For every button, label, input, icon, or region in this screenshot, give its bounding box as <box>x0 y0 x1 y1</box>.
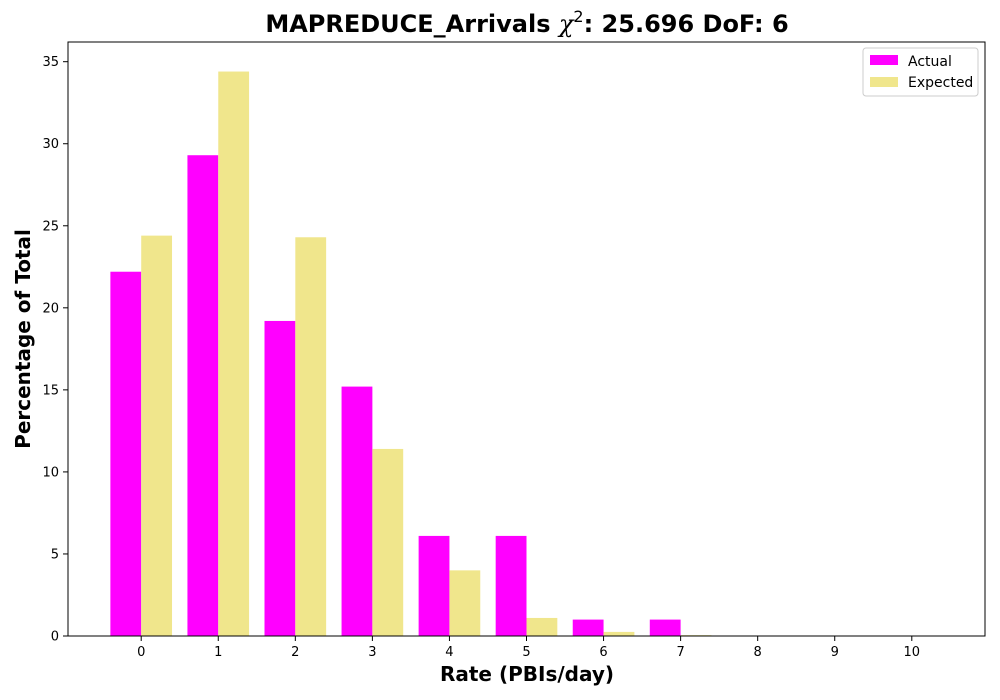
bar-expected-2 <box>295 237 327 636</box>
x-axis-label: Rate (PBIs/day) <box>440 662 614 686</box>
bar-actual-3 <box>341 386 373 636</box>
legend-swatch-expected <box>870 77 898 87</box>
legend-label-expected: Expected <box>908 75 973 91</box>
bars-layer <box>110 71 712 637</box>
legend-label-actual: Actual <box>908 54 952 70</box>
y-tick-label: 5 <box>51 547 59 562</box>
x-tick-label: 4 <box>445 645 453 660</box>
x-axis: 0 1 2 3 4 5 6 7 8 9 10 <box>137 636 920 660</box>
bar-actual-1 <box>187 155 219 636</box>
bar-expected-0 <box>141 235 173 636</box>
bar-expected-1 <box>218 71 250 637</box>
bar-actual-5 <box>495 535 527 636</box>
x-tick-label: 10 <box>904 645 921 660</box>
bar-actual-4 <box>418 535 450 636</box>
y-tick-label: 10 <box>42 465 59 480</box>
y-tick-label: 15 <box>42 383 59 398</box>
bar-actual-6 <box>572 619 604 636</box>
bar-expected-4 <box>449 570 481 636</box>
chart-title-prefix: MAPREDUCE_Arrivals <box>265 10 559 38</box>
chart-title-chi: χ <box>557 10 575 38</box>
y-tick-label: 30 <box>42 137 59 152</box>
x-tick-label: 7 <box>676 645 684 660</box>
y-tick-label: 20 <box>42 301 59 316</box>
x-tick-label: 9 <box>831 645 839 660</box>
y-tick-label: 0 <box>51 630 59 645</box>
y-axis: 0 5 10 15 20 25 30 35 <box>42 55 68 645</box>
chart-title-suffix: : 25.696 DoF: 6 <box>584 10 789 38</box>
x-tick-label: 5 <box>522 645 530 660</box>
x-tick-label: 0 <box>137 645 145 660</box>
y-tick-label: 25 <box>42 219 59 234</box>
bar-expected-6 <box>603 631 635 636</box>
x-tick-label: 2 <box>291 645 299 660</box>
y-axis-label: Percentage of Total <box>11 229 35 449</box>
bar-expected-5 <box>526 617 558 636</box>
x-tick-label: 8 <box>754 645 762 660</box>
bar-actual-2 <box>264 320 296 636</box>
legend: Actual Expected <box>862 47 979 97</box>
x-tick-label: 3 <box>368 645 376 660</box>
bar-expected-3 <box>372 448 404 636</box>
bar-actual-7 <box>649 619 681 636</box>
y-tick-label: 35 <box>42 55 59 70</box>
x-tick-label: 6 <box>599 645 607 660</box>
bar-actual-0 <box>110 271 142 636</box>
chart-title: MAPREDUCE_Arrivals χ2: 25.696 DoF: 6 <box>265 7 788 38</box>
legend-swatch-actual <box>870 55 898 65</box>
x-tick-label: 1 <box>214 645 222 660</box>
chart-title-sup: 2 <box>573 7 583 26</box>
